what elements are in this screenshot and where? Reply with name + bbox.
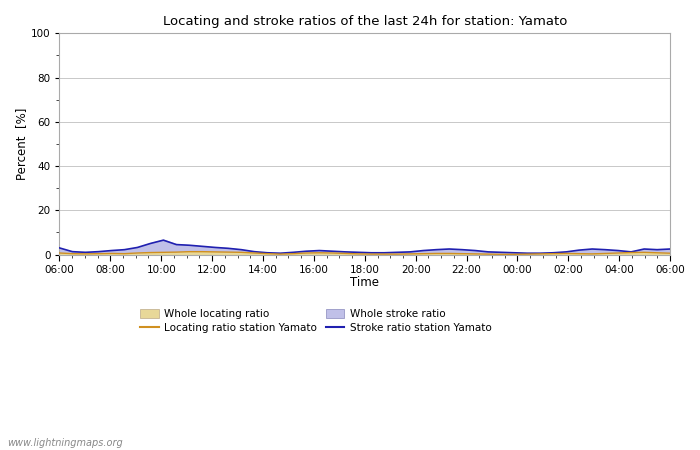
Title: Locating and stroke ratios of the last 24h for station: Yamato: Locating and stroke ratios of the last 2… (162, 15, 567, 28)
Legend: Whole locating ratio, Locating ratio station Yamato, Whole stroke ratio, Stroke : Whole locating ratio, Locating ratio sta… (141, 309, 491, 333)
Text: www.lightningmaps.org: www.lightningmaps.org (7, 438, 122, 448)
X-axis label: Time: Time (350, 276, 379, 289)
Y-axis label: Percent  [%]: Percent [%] (15, 108, 28, 180)
